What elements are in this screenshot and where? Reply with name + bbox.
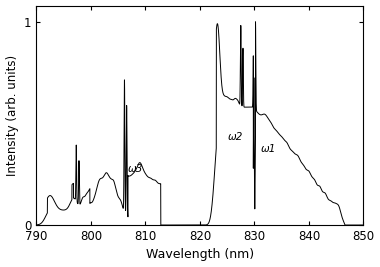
Text: ω3: ω3 — [128, 164, 143, 174]
X-axis label: Wavelength (nm): Wavelength (nm) — [146, 249, 254, 261]
Text: ω1: ω1 — [261, 144, 276, 154]
Y-axis label: Intensity (arb. units): Intensity (arb. units) — [6, 55, 19, 176]
Text: ω2: ω2 — [228, 132, 244, 142]
